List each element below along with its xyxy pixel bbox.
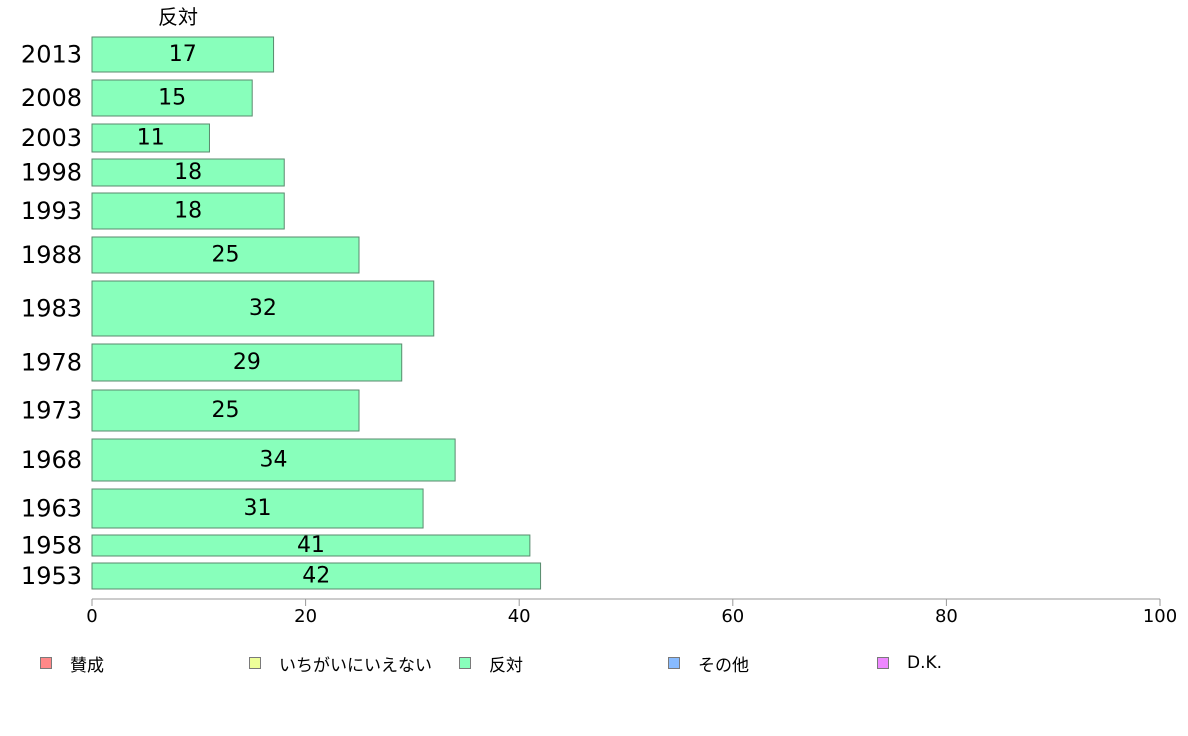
year-label-2008: 2008 (21, 84, 82, 112)
bar-1973 (91, 389, 360, 432)
bar-value-label-2013: 17 (169, 42, 197, 67)
legend-label-support: 賛成 (70, 655, 104, 676)
legend-item-other: その他 (668, 650, 749, 676)
bar-value-label-1963: 31 (244, 496, 272, 521)
bar-value-label-1968: 34 (260, 448, 288, 473)
year-label-2013: 2013 (21, 41, 82, 69)
x-tick-label-40: 40 (508, 606, 531, 627)
year-label-1968: 1968 (21, 446, 82, 474)
bar-1993 (91, 192, 285, 230)
x-tick-label-100: 100 (1143, 606, 1177, 627)
year-label-1958: 1958 (21, 532, 82, 560)
year-label-1973: 1973 (21, 397, 82, 425)
bar-1988 (91, 236, 360, 274)
legend-item-support: 賛成 (40, 650, 104, 676)
legend-item-neutral: いちがいにいえない (249, 650, 432, 676)
year-label-1978: 1978 (21, 349, 82, 377)
legend-label-other: その他 (698, 655, 749, 676)
x-tick-label-80: 80 (935, 606, 958, 627)
bar-value-label-1993: 18 (174, 199, 202, 224)
year-label-2003: 2003 (21, 124, 82, 152)
legend-swatch-neutral (249, 657, 261, 669)
bar-value-label-2003: 11 (137, 126, 165, 151)
bar-value-label-1973: 25 (212, 398, 240, 423)
legend: 賛成 いちがいにいえない 反対 その他 D.K. (0, 650, 1188, 676)
bar-1998 (91, 158, 285, 187)
bar-1978 (91, 343, 403, 382)
bar-1953 (91, 562, 542, 590)
bar-1958 (91, 534, 531, 557)
bar-value-label-1998: 18 (174, 160, 202, 185)
x-tick-label-0: 0 (86, 606, 97, 627)
bar-1983 (91, 280, 435, 337)
legend-swatch-dk (877, 657, 889, 669)
x-axis: 0 20 40 60 80 100 (86, 598, 1177, 627)
year-label-1993: 1993 (21, 197, 82, 225)
bar-value-label-2008: 15 (158, 86, 186, 111)
legend-label-neutral: いちがいにいえない (279, 655, 432, 676)
year-label-1953: 1953 (21, 562, 82, 590)
year-label-1963: 1963 (21, 495, 82, 523)
year-label-1983: 1983 (21, 295, 82, 323)
bar-value-label-1958: 41 (297, 533, 325, 558)
year-label-1988: 1988 (21, 241, 82, 269)
bar-value-label-1978: 29 (233, 350, 261, 375)
legend-label-oppose: 反対 (489, 655, 523, 676)
legend-swatch-other (668, 657, 680, 669)
legend-swatch-oppose (459, 657, 471, 669)
column-title: 反対 (158, 5, 198, 29)
bar-1963 (91, 488, 424, 529)
bars-group: 17 15 11 18 18 25 32 29 25 34 31 41 42 (91, 36, 542, 590)
bar-value-label-1983: 32 (249, 296, 277, 321)
bar-value-label-1988: 25 (212, 243, 240, 268)
bar-1968 (91, 438, 456, 482)
x-tick-label-60: 60 (721, 606, 744, 627)
year-labels-group: 2013 2008 2003 1998 1993 1988 1983 1978 1973 1968… (21, 41, 82, 591)
bar-value-label-1953: 42 (302, 564, 330, 589)
bar-2003 (91, 123, 210, 153)
bar-2013 (91, 36, 275, 73)
x-tick-label-20: 20 (294, 606, 317, 627)
legend-swatch-support (40, 657, 52, 669)
bar-2008 (91, 79, 253, 117)
legend-label-dk: D.K. (907, 653, 943, 673)
year-label-1998: 1998 (21, 159, 82, 187)
legend-item-dk: D.K. (877, 650, 942, 676)
legend-item-oppose: 反対 (459, 650, 523, 676)
